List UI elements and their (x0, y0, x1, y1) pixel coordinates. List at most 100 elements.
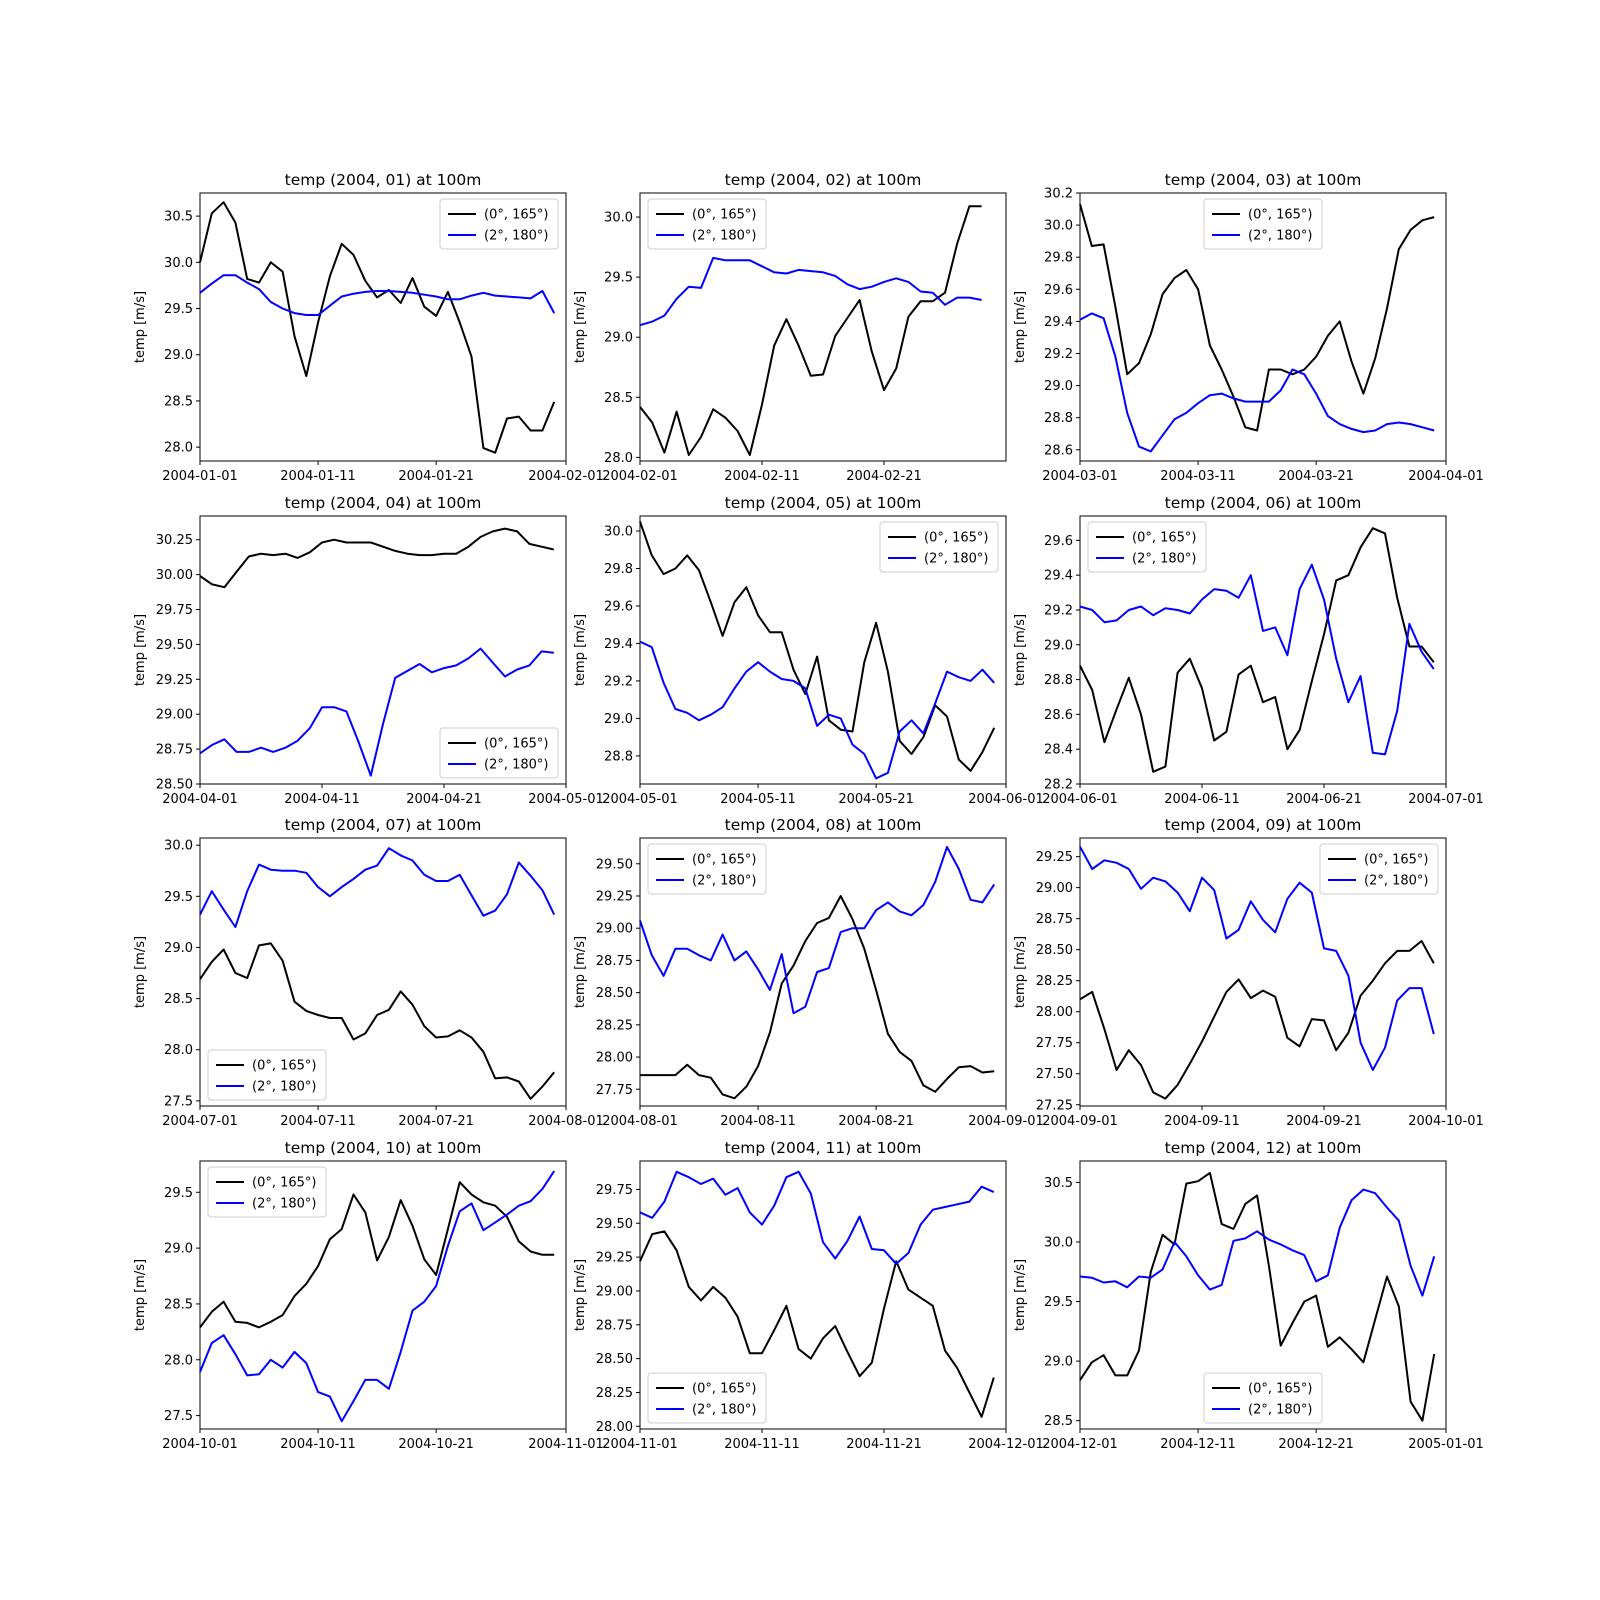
subplot-title: temp (2004, 01) at 100m (285, 171, 482, 189)
x-tick-label: 2004-02-01 (602, 469, 678, 484)
y-tick-label: 29.50 (596, 857, 633, 872)
y-tick-label: 30.5 (164, 210, 193, 225)
y-tick-label: 28.6 (1044, 443, 1073, 458)
x-tick-label: 2004-10-01 (1408, 1114, 1484, 1129)
x-tick-label: 2004-01-01 (162, 469, 238, 484)
legend: (0°, 165°) (2°, 180°) (647, 1372, 767, 1424)
y-tick-label: 29.75 (156, 603, 193, 618)
y-tick-label: 28.0 (164, 1353, 193, 1368)
y-tick-label: 28.8 (604, 749, 633, 764)
y-tick-label: 29.0 (1044, 379, 1073, 394)
series-line-2 (1079, 312, 1435, 453)
x-tick-label: 2004-11-01 (602, 1437, 678, 1452)
y-tick-label: 29.6 (604, 599, 633, 614)
legend-box (207, 1166, 327, 1218)
x-tick-label: 2004-11-11 (724, 1437, 800, 1452)
legend-label: (0°, 165°) (252, 1176, 317, 1191)
y-tick-label: 28.4 (1044, 743, 1073, 758)
y-tick-label: 28.00 (1036, 1005, 1073, 1020)
series-line-2 (1079, 563, 1435, 756)
x-tick-label: 2004-05-11 (720, 792, 796, 807)
y-tick-label: 29.2 (604, 674, 633, 689)
y-axis-label: temp [m/s] (133, 291, 148, 363)
x-tick-label: 2004-08-01 (528, 1114, 604, 1129)
x-tick-label: 2004-01-11 (280, 469, 356, 484)
y-tick-label: 28.2 (1044, 778, 1073, 793)
y-tick-label: 29.5 (604, 271, 633, 286)
x-tick-label: 2004-09-11 (1164, 1114, 1240, 1129)
series-line-2 (1079, 1188, 1436, 1297)
y-tick-label: 29.5 (1044, 1295, 1073, 1310)
series-line-2 (199, 847, 556, 928)
legend-label: (0°, 165°) (924, 531, 989, 546)
y-tick-label: 28.5 (1044, 1414, 1073, 1429)
y-tick-label: 29.00 (156, 708, 193, 723)
legend-label: (2°, 180°) (484, 229, 549, 244)
x-tick-label: 2004-12-01 (1042, 1437, 1118, 1452)
legend: (0°, 165°) (2°, 180°) (879, 521, 999, 573)
x-tick-label: 2004-07-11 (280, 1114, 356, 1129)
subplot-12: temp (2004, 12) at 100m temp [m/s] 2004-12… (1013, 1139, 1484, 1452)
y-tick-label: 29.0 (164, 1242, 193, 1257)
x-tick-label: 2004-04-21 (406, 792, 482, 807)
y-tick-label: 30.25 (156, 533, 193, 548)
y-tick-label: 27.50 (1036, 1067, 1073, 1082)
legend-box (439, 198, 559, 250)
subplot-6: temp (2004, 06) at 100m temp [m/s] 2004-06… (1013, 494, 1484, 807)
x-tick-label: 2004-09-01 (968, 1114, 1044, 1129)
series-line-1 (199, 942, 555, 1100)
series-line-1 (640, 895, 995, 1100)
y-tick-label: 28.0 (164, 1043, 193, 1058)
legend-label: (0°, 165°) (1248, 1382, 1313, 1397)
y-axis-label: temp [m/s] (573, 936, 588, 1008)
series-line-1 (1079, 940, 1435, 1100)
legend-label: (0°, 165°) (252, 1059, 317, 1074)
subplot-3: temp (2004, 03) at 100m temp [m/s] 2004-03… (1013, 171, 1484, 484)
x-tick-label: 2004-04-01 (1408, 469, 1484, 484)
legend-label: (0°, 165°) (1364, 853, 1429, 868)
series-line-2 (639, 1170, 995, 1265)
legend-label: (2°, 180°) (692, 874, 757, 889)
subplot-5: temp (2004, 05) at 100m temp [m/s] 2004-05… (573, 494, 1044, 807)
y-tick-label: 30.2 (1044, 187, 1073, 202)
x-tick-label: 2004-02-21 (846, 469, 922, 484)
x-tick-label: 2004-06-11 (1164, 792, 1240, 807)
legend-box (1319, 843, 1439, 895)
y-tick-label: 29.8 (604, 562, 633, 577)
series-line-1 (199, 1181, 555, 1329)
y-tick-label: 29.2 (1044, 347, 1073, 362)
subplot-title: temp (2004, 11) at 100m (725, 1139, 922, 1157)
legend-label: (2°, 180°) (1248, 229, 1313, 244)
series-line-2 (199, 1170, 556, 1423)
y-tick-label: 29.50 (596, 1217, 633, 1232)
y-axis-label: temp [m/s] (133, 614, 148, 686)
y-tick-label: 28.5 (164, 992, 193, 1007)
legend-box (879, 521, 999, 573)
legend-label: (2°, 180°) (252, 1080, 317, 1095)
subplot-title: temp (2004, 07) at 100m (285, 816, 482, 834)
legend-box (207, 1049, 327, 1101)
legend-box (647, 1372, 767, 1424)
series-line-1 (1079, 1171, 1436, 1422)
legend-box (1087, 521, 1207, 573)
x-tick-label: 2004-01-21 (398, 469, 474, 484)
x-tick-label: 2004-06-01 (968, 792, 1044, 807)
legend-label: (0°, 165°) (692, 208, 757, 223)
subplot-title: temp (2004, 12) at 100m (1165, 1139, 1362, 1157)
subplot-title: temp (2004, 06) at 100m (1165, 494, 1362, 512)
x-tick-label: 2004-08-01 (602, 1114, 678, 1129)
x-tick-label: 2004-04-01 (162, 792, 238, 807)
x-tick-label: 2004-05-01 (528, 792, 604, 807)
legend-label: (0°, 165°) (692, 853, 757, 868)
x-tick-label: 2004-09-21 (1286, 1114, 1362, 1129)
subplot-7: temp (2004, 07) at 100m temp [m/s] 2004-07… (133, 816, 604, 1129)
y-tick-label: 28.8 (1044, 411, 1073, 426)
y-tick-label: 30.0 (164, 256, 193, 271)
y-tick-label: 29.00 (596, 922, 633, 937)
x-tick-label: 2004-05-21 (838, 792, 914, 807)
x-tick-label: 2004-08-21 (838, 1114, 914, 1129)
x-tick-label: 2004-08-11 (720, 1114, 796, 1129)
legend-label: (2°, 180°) (924, 552, 989, 567)
y-tick-label: 30.5 (1044, 1176, 1073, 1191)
y-tick-label: 29.5 (164, 302, 193, 317)
